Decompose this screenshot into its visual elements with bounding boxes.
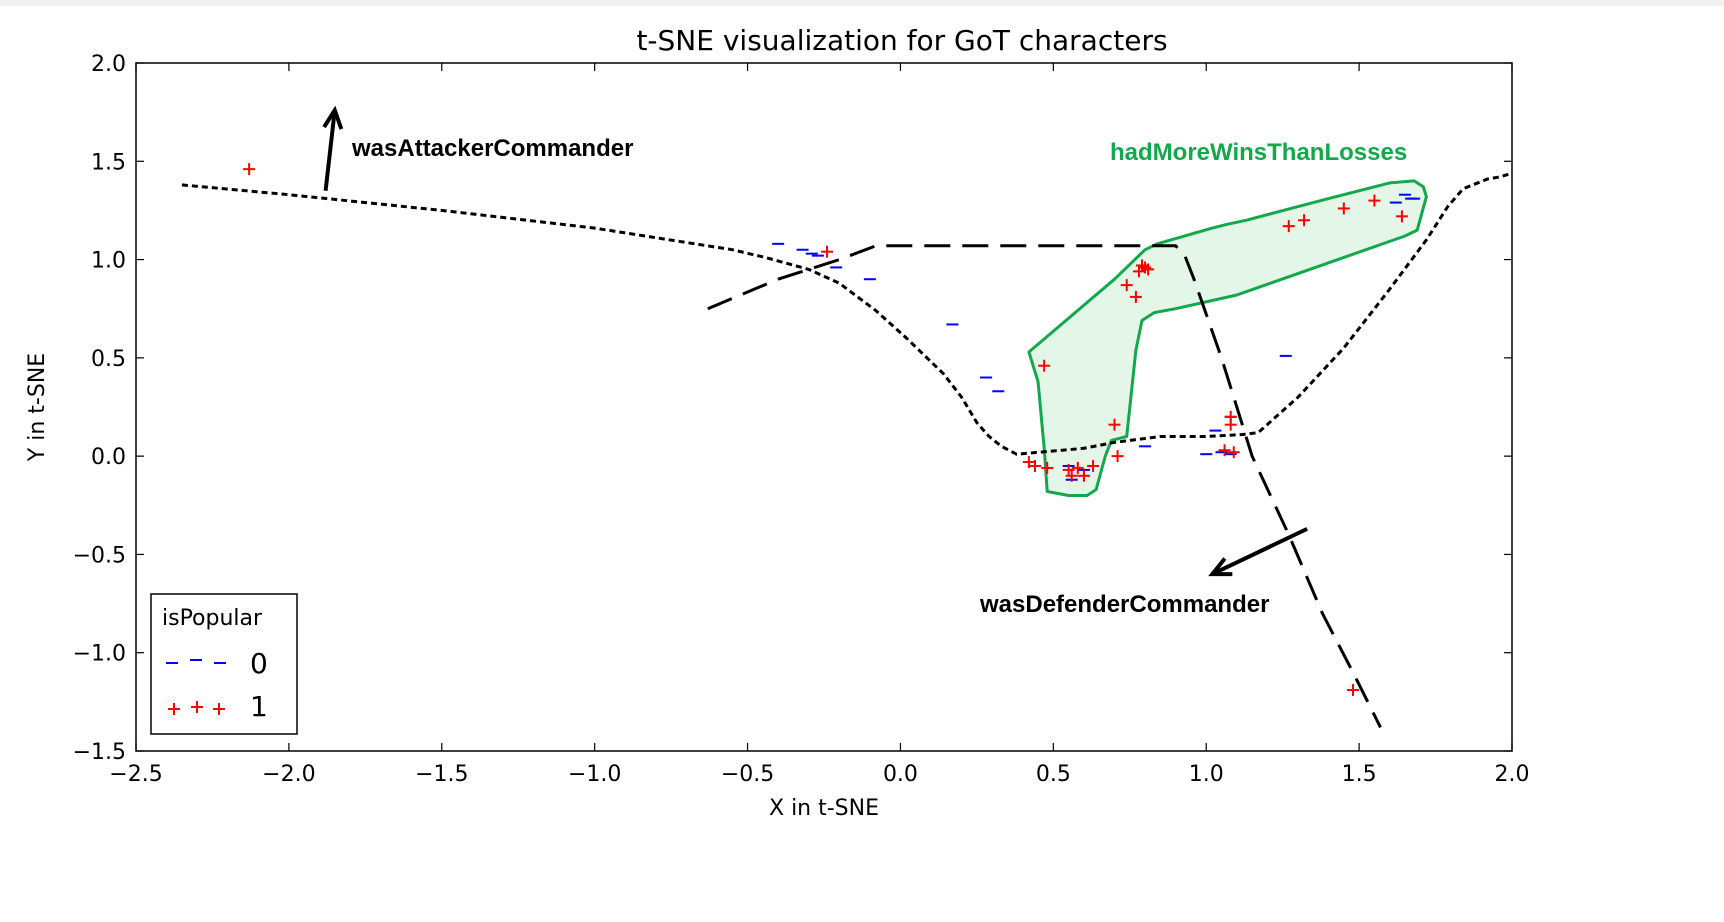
data-point-class-1	[1224, 410, 1237, 423]
x-tick-label: −1.0	[568, 762, 621, 787]
legend-title: isPopular	[162, 606, 263, 631]
had-more-wins-region	[1027, 179, 1428, 497]
x-tick-label: 0.5	[1036, 762, 1071, 787]
legend: isPopular 0 1	[150, 593, 298, 735]
was-attacker-commander-arrow-head	[322, 105, 344, 130]
legend-marker-1-glyph	[191, 701, 203, 713]
plot-area-frame	[135, 62, 1513, 752]
y-tick-label: −0.5	[73, 543, 126, 568]
boundary-lines-layer	[181, 171, 1513, 729]
top-strip	[0, 0, 1724, 6]
x-tick-label: 0.0	[883, 762, 918, 787]
was-defender-commander-boundary	[707, 244, 1382, 729]
data-point-class-1	[1368, 194, 1381, 207]
was-defender-commander-arrow-head	[1208, 557, 1233, 577]
data-point-class-1	[1337, 202, 1350, 215]
data-point-class-1	[1028, 459, 1041, 472]
y-tick-label: 1.0	[91, 249, 126, 274]
data-point-class-1	[1282, 220, 1295, 233]
legend-marker-0	[166, 659, 226, 664]
y-tick-label: 0.0	[91, 445, 126, 470]
x-tick-label: 1.0	[1189, 762, 1224, 787]
plot-area: −2.5 −2.0 −1.5 −1.0 −0.5 0.0 0.5 1.0 1.5 2.0 −1.5…	[73, 52, 1530, 787]
x-tick-label: −1.5	[415, 762, 468, 787]
chart-title: t-SNE visualization for GoT characters	[636, 24, 1167, 57]
data-point-class-1	[1136, 259, 1149, 272]
highlight-region-layer	[1027, 179, 1428, 497]
was-attacker-commander-boundary	[181, 171, 1513, 456]
y-tick-label: 1.5	[91, 150, 126, 175]
was-defender-commander-arrow	[1208, 527, 1308, 577]
x-axis-label: X in t-SNE	[769, 796, 879, 821]
legend-label-0: 0	[250, 647, 268, 680]
annotation-was-defender-commander: wasDefenderCommander	[979, 591, 1269, 618]
data-point-class-1	[1142, 263, 1155, 276]
data-point-class-1	[1129, 290, 1142, 303]
data-point-class-1	[1111, 450, 1124, 463]
was-attacker-commander-arrow-shaft	[323, 109, 337, 191]
data-point-class-1	[1087, 459, 1100, 472]
data-point-class-1	[1218, 444, 1231, 457]
data-point-class-1	[1108, 418, 1121, 431]
data-point-class-1	[1077, 469, 1090, 482]
y-tick-label: −1.5	[73, 740, 126, 765]
data-point-class-1	[1041, 461, 1054, 474]
x-tick-label: −0.5	[721, 762, 774, 787]
x-tick-label: −2.5	[109, 762, 162, 787]
arrows-layer	[322, 105, 1308, 577]
data-point-class-1	[1071, 461, 1084, 474]
data-point-class-1	[243, 163, 256, 176]
data-point-class-1	[1395, 210, 1408, 223]
annotation-was-attacker-commander: wasAttackerCommander	[351, 135, 633, 162]
y-axis-ticks: −1.5 −1.0 −0.5 0.0 0.5 1.0 1.5 2.0	[73, 52, 1512, 765]
legend-marker-1-glyph	[213, 703, 225, 715]
data-point-class-1	[1346, 684, 1359, 697]
was-attacker-commander-arrow	[322, 105, 344, 191]
x-tick-label: 2.0	[1495, 762, 1530, 787]
data-point-class-1	[1227, 446, 1240, 459]
x-tick-label: 1.5	[1342, 762, 1377, 787]
data-point-class-1	[1120, 279, 1133, 292]
legend-marker-1-glyph	[168, 703, 180, 715]
x-tick-label: −2.0	[262, 762, 315, 787]
data-point-class-1	[1022, 456, 1035, 469]
data-marks-layer	[243, 163, 1421, 697]
y-tick-label: −1.0	[73, 642, 126, 667]
data-point-class-1	[1038, 359, 1051, 372]
y-tick-label: 0.5	[91, 347, 126, 372]
data-point-class-1	[1298, 214, 1311, 227]
was-defender-commander-arrow-shaft	[1211, 527, 1308, 576]
annotation-had-more-wins-than-losses: hadMoreWinsThanLosses	[1110, 139, 1407, 166]
y-tick-label: 2.0	[91, 52, 126, 77]
data-point-class-1	[821, 245, 834, 258]
y-axis-label: Y in t-SNE	[25, 353, 50, 462]
legend-label-1: 1	[250, 690, 268, 723]
x-axis-ticks: −2.5 −2.0 −1.5 −1.0 −0.5 0.0 0.5 1.0 1.5 2.0	[109, 63, 1530, 787]
legend-marker-1	[168, 701, 225, 715]
data-point-class-1	[1065, 469, 1078, 482]
